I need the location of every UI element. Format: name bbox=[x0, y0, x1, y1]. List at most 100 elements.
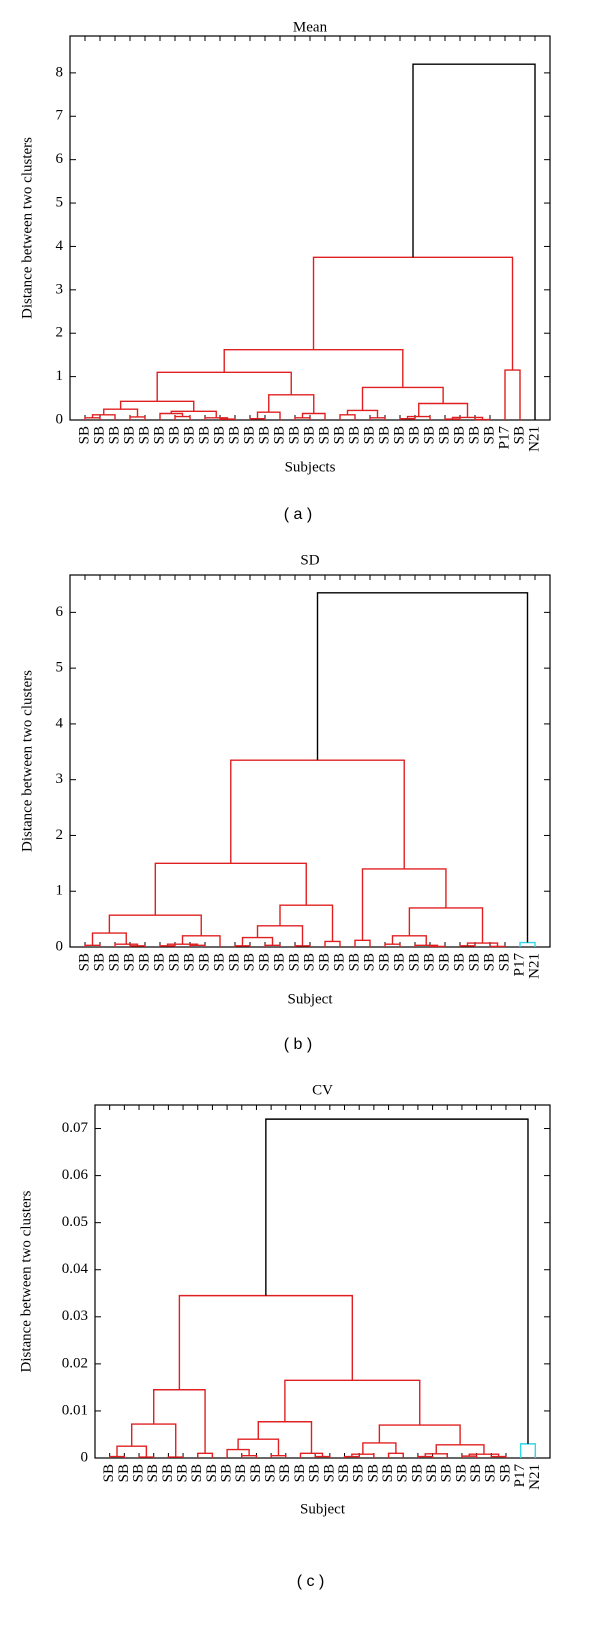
cluster-link bbox=[362, 1442, 397, 1455]
plot-frame bbox=[69, 35, 551, 421]
cluster-link bbox=[84, 944, 101, 947]
cluster-link bbox=[314, 1455, 331, 1458]
cluster-link bbox=[174, 415, 191, 420]
leaf-label: SB bbox=[424, 1464, 440, 1482]
leaf-label: SB bbox=[391, 953, 407, 971]
leaf-label: SB bbox=[376, 953, 392, 971]
leaf-label: SB bbox=[307, 1464, 323, 1482]
leaf-label: P17 bbox=[511, 953, 527, 977]
leaf-label: SB bbox=[406, 426, 422, 444]
cluster-link bbox=[108, 914, 202, 936]
cluster-link bbox=[153, 1389, 206, 1454]
cluster-link bbox=[429, 945, 446, 948]
cluster-link bbox=[387, 1452, 404, 1458]
leaf-label: P17 bbox=[512, 1464, 528, 1488]
cluster-link bbox=[294, 945, 311, 947]
cluster-link bbox=[301, 412, 326, 420]
cluster-link bbox=[129, 416, 146, 420]
leaf-label: SB bbox=[211, 953, 227, 971]
y-tick-label: 4 bbox=[56, 715, 64, 731]
cluster-link bbox=[130, 1423, 177, 1458]
leaf-label: SB bbox=[497, 1464, 513, 1482]
leaf-label: SB bbox=[376, 426, 392, 444]
cluster-link bbox=[159, 412, 184, 420]
leaf-label: SB bbox=[451, 426, 467, 444]
cluster-link bbox=[299, 1452, 324, 1458]
leaf-label: SB bbox=[271, 426, 287, 444]
leaf-label: SB bbox=[321, 1464, 337, 1482]
cluster-link bbox=[414, 944, 439, 947]
leaf-label: SB bbox=[351, 1464, 367, 1482]
cluster-link bbox=[466, 942, 499, 947]
y-tick-label: 0 bbox=[56, 938, 64, 954]
leaf-label: SB bbox=[196, 426, 212, 444]
leaf-label: SB bbox=[365, 1464, 381, 1482]
cluster-link bbox=[316, 592, 529, 943]
cluster-link bbox=[461, 1455, 478, 1458]
leaf-label: SB bbox=[331, 953, 347, 971]
cluster-link bbox=[294, 417, 311, 420]
leaf-label: SB bbox=[91, 426, 107, 444]
y-tick-label: 6 bbox=[56, 151, 64, 167]
y-tick-label: 5 bbox=[56, 660, 64, 676]
cluster-link bbox=[226, 1448, 250, 1458]
leaf-label: SB bbox=[286, 426, 302, 444]
cluster-link bbox=[129, 945, 146, 947]
cluster-link bbox=[391, 935, 427, 946]
leaf-label: SB bbox=[204, 1464, 220, 1482]
cluster-link bbox=[408, 907, 484, 944]
y-tick-label: 0.02 bbox=[62, 1355, 88, 1371]
cluster-link bbox=[412, 63, 536, 420]
cluster-link bbox=[369, 417, 386, 420]
cluster-link bbox=[489, 945, 506, 948]
leaf-label: SB bbox=[331, 426, 347, 444]
leaf-label: SB bbox=[421, 953, 437, 971]
cluster-link bbox=[279, 904, 334, 942]
leaf-label: SB bbox=[466, 953, 482, 971]
leaf-label: SB bbox=[256, 426, 272, 444]
leaf-label: SB bbox=[166, 426, 182, 444]
cluster-link bbox=[284, 1379, 421, 1426]
cluster-link bbox=[241, 1454, 258, 1458]
leaf-label: SB bbox=[391, 426, 407, 444]
cluster-link bbox=[265, 1118, 529, 1444]
cluster-link bbox=[234, 945, 251, 947]
y-tick-label: 0.01 bbox=[62, 1402, 88, 1418]
leaf-label: SB bbox=[136, 426, 152, 444]
leaf-label: SB bbox=[316, 426, 332, 444]
leaf-label: SB bbox=[233, 1464, 249, 1482]
leaf-label: SB bbox=[91, 953, 107, 971]
leaf-label: SB bbox=[395, 1464, 411, 1482]
cluster-link bbox=[167, 1456, 184, 1458]
cluster-link bbox=[519, 941, 536, 947]
leaf-label: SB bbox=[256, 953, 272, 971]
chart-title: Mean bbox=[293, 19, 328, 35]
leaf-label: SB bbox=[166, 953, 182, 971]
cluster-link bbox=[361, 386, 444, 411]
cluster-link bbox=[424, 1453, 448, 1458]
chart-title: CV bbox=[312, 1082, 333, 1098]
leaf-label: SB bbox=[116, 1464, 132, 1482]
cluster-link bbox=[108, 1455, 126, 1458]
leaf-label: SB bbox=[453, 1464, 469, 1482]
panel-label: ( c ) bbox=[297, 1573, 325, 1590]
leaf-label: P17 bbox=[496, 426, 512, 450]
cluster-link bbox=[324, 940, 341, 947]
leaf-label: SB bbox=[439, 1464, 455, 1482]
cluster-link bbox=[223, 349, 404, 388]
leaf-label: SB bbox=[361, 426, 377, 444]
panel-label: ( b ) bbox=[284, 1036, 312, 1053]
x-axis-label: Subject bbox=[300, 1501, 346, 1517]
leaf-label: SB bbox=[409, 1464, 425, 1482]
cluster-link bbox=[406, 415, 431, 420]
leaf-label: SB bbox=[436, 953, 452, 971]
leaf-label: SB bbox=[380, 1464, 396, 1482]
y-tick-label: 2 bbox=[56, 827, 64, 843]
cluster-link bbox=[256, 411, 281, 420]
cluster-link bbox=[343, 1455, 360, 1458]
cluster-link bbox=[268, 394, 315, 414]
cluster-link bbox=[312, 256, 514, 371]
leaf-label: SB bbox=[271, 953, 287, 971]
cluster-link bbox=[237, 1438, 280, 1456]
y-tick-label: 7 bbox=[56, 108, 64, 124]
